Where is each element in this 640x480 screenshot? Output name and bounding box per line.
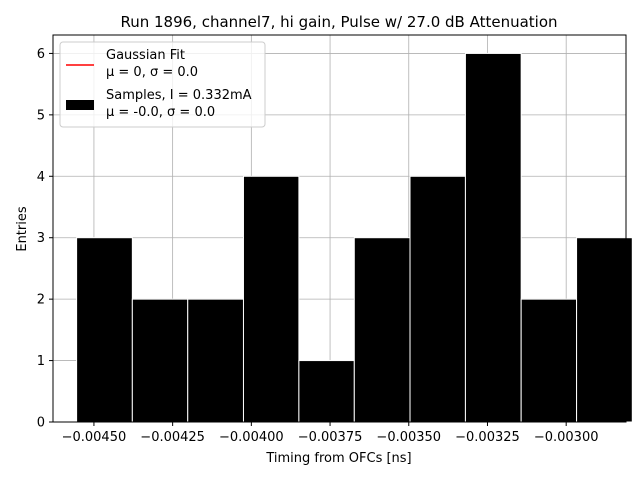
x-tick-label-3: −0.00375 bbox=[298, 430, 363, 445]
x-tick-label-2: −0.00400 bbox=[219, 430, 284, 445]
x-tick-label-1: −0.00425 bbox=[140, 430, 205, 445]
histogram-bar-7 bbox=[464, 52, 522, 423]
histogram-bar-3 bbox=[242, 175, 300, 423]
y-tick-label-5: 5 bbox=[37, 108, 45, 123]
legend-gaussian-fit-stats: μ = 0, σ = 0.0 bbox=[106, 65, 198, 80]
histogram-bar-1 bbox=[131, 298, 189, 423]
legend-samples-label: Samples, I = 0.332mA bbox=[106, 88, 252, 103]
legend: Gaussian Fit μ = 0, σ = 0.0 Samples, I =… bbox=[59, 41, 266, 128]
histogram-bar-9 bbox=[576, 237, 633, 423]
y-tick-label-0: 0 bbox=[37, 416, 45, 431]
x-tick-label-0: −0.00450 bbox=[62, 430, 127, 445]
plot-frame bbox=[52, 34, 627, 423]
x-axis-label: Timing from OFCs [ns] bbox=[265, 451, 411, 466]
y-axis-label: Entries bbox=[15, 206, 30, 252]
histogram-bar-2 bbox=[187, 298, 244, 423]
y-tick-label-6: 6 bbox=[37, 47, 45, 62]
histogram-bars bbox=[76, 52, 633, 423]
legend-samples-swatch bbox=[66, 100, 94, 110]
histogram-bar-5 bbox=[353, 237, 411, 423]
y-axis-ticks: 0 1 2 3 4 5 6 bbox=[37, 47, 53, 431]
chart-title: Run 1896, channel7, hi gain, Pulse w/ 27… bbox=[120, 13, 557, 31]
legend-box bbox=[59, 41, 266, 128]
x-axis-ticks: −0.00450 −0.00425 −0.00400 −0.00375 −0.00350… bbox=[62, 422, 599, 445]
histogram-bar-4 bbox=[298, 360, 355, 423]
x-tick-label-6: −0.00300 bbox=[534, 430, 599, 445]
x-tick-label-4: −0.00350 bbox=[376, 430, 441, 445]
histogram-bar-0 bbox=[76, 237, 133, 423]
x-tick-label-5: −0.00325 bbox=[455, 430, 520, 445]
y-tick-label-1: 1 bbox=[37, 354, 45, 369]
legend-samples-stats: μ = -0.0, σ = 0.0 bbox=[106, 105, 215, 120]
y-tick-label-2: 2 bbox=[37, 293, 45, 308]
y-tick-label-4: 4 bbox=[37, 170, 45, 185]
legend-gaussian-fit-label: Gaussian Fit bbox=[106, 48, 185, 63]
histogram-bar-6 bbox=[409, 175, 466, 423]
y-tick-label-3: 3 bbox=[37, 231, 45, 246]
histogram-bar-8 bbox=[520, 298, 578, 423]
